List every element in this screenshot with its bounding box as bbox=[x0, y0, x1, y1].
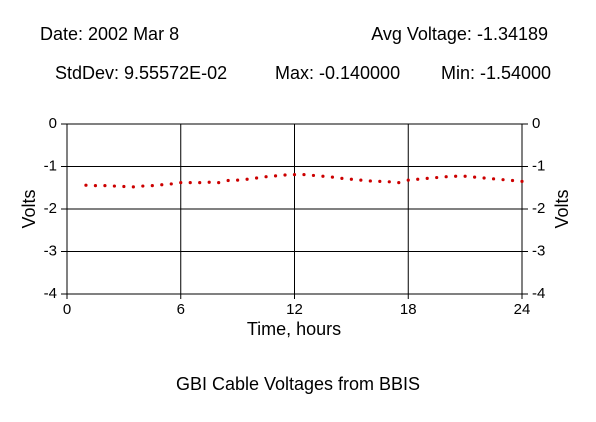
data-point bbox=[150, 184, 154, 188]
y2-tick-label: -4 bbox=[532, 285, 545, 302]
data-point bbox=[198, 181, 202, 185]
x-tick-label: 0 bbox=[63, 301, 71, 318]
data-point bbox=[491, 177, 496, 181]
data-point bbox=[482, 176, 486, 180]
data-point bbox=[397, 181, 401, 185]
y2-axis-label: Volts bbox=[552, 189, 572, 228]
annotation: Max: -0.140000 bbox=[275, 63, 400, 83]
x-axis-label: Time, hours bbox=[247, 319, 341, 339]
y-axis-label: Volts bbox=[19, 189, 39, 228]
data-point bbox=[378, 179, 382, 183]
x-tick-label: 24 bbox=[514, 301, 531, 318]
y-tick-label: 0 bbox=[49, 115, 57, 132]
data-point bbox=[349, 177, 353, 181]
data-point bbox=[217, 181, 221, 185]
y-tick-label: -3 bbox=[44, 242, 57, 259]
x-tick-label: 12 bbox=[286, 301, 303, 318]
data-point bbox=[425, 176, 429, 180]
data-point bbox=[226, 178, 230, 183]
data-point bbox=[169, 182, 173, 186]
data-point bbox=[435, 175, 439, 180]
data-point bbox=[141, 184, 145, 188]
data-point bbox=[359, 178, 363, 182]
data-point bbox=[501, 178, 505, 182]
data-point bbox=[84, 183, 88, 187]
data-point bbox=[302, 172, 306, 177]
data-point bbox=[387, 180, 391, 184]
data-point bbox=[340, 176, 344, 180]
data-point bbox=[188, 181, 192, 185]
annotation: Min: -1.54000 bbox=[441, 63, 551, 83]
y2-tick-label: -1 bbox=[532, 157, 545, 174]
data-point bbox=[368, 179, 372, 183]
data-point bbox=[254, 176, 259, 180]
data-point bbox=[406, 178, 410, 182]
data-point bbox=[454, 174, 458, 178]
y2-tick-label: 0 bbox=[532, 115, 540, 132]
data-point bbox=[160, 183, 164, 187]
data-point bbox=[444, 175, 448, 179]
chart-title: GBI Cable Voltages from BBIS bbox=[176, 374, 420, 394]
data-point bbox=[236, 178, 240, 182]
x-tick-label: 18 bbox=[400, 301, 417, 318]
data-point bbox=[273, 174, 278, 178]
data-point bbox=[330, 175, 335, 179]
data-point bbox=[510, 178, 515, 183]
data-point bbox=[103, 184, 107, 188]
y-tick-label: -2 bbox=[44, 200, 57, 217]
annotation: Date: 2002 Mar 8 bbox=[40, 24, 179, 44]
y2-tick-label: -2 bbox=[532, 200, 545, 217]
y2-tick-label: -3 bbox=[532, 242, 545, 259]
annotation: Avg Voltage: -1.34189 bbox=[371, 24, 548, 44]
data-point bbox=[463, 174, 467, 178]
data-point bbox=[311, 173, 316, 178]
data-point bbox=[122, 184, 126, 189]
x-tick-label: 6 bbox=[177, 301, 185, 318]
data-point bbox=[321, 174, 325, 178]
data-point bbox=[207, 180, 211, 184]
data-point bbox=[112, 184, 116, 188]
data-point bbox=[93, 184, 98, 188]
y-tick-label: -1 bbox=[44, 157, 57, 174]
data-point bbox=[416, 177, 420, 181]
data-point bbox=[179, 181, 183, 185]
data-point bbox=[473, 175, 477, 179]
data-point bbox=[283, 173, 287, 177]
y-tick-label: -4 bbox=[44, 285, 57, 302]
data-point bbox=[520, 179, 524, 183]
data-point bbox=[292, 172, 297, 177]
data-point bbox=[264, 175, 268, 179]
data-point bbox=[245, 177, 249, 181]
annotation: StdDev: 9.55572E-02 bbox=[55, 63, 227, 83]
data-point bbox=[131, 185, 135, 189]
